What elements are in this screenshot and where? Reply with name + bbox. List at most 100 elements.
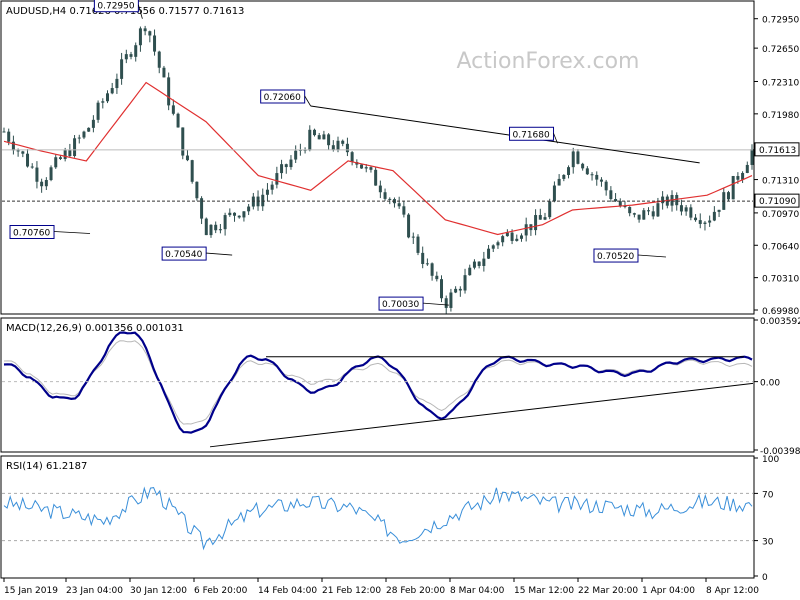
trendline	[310, 105, 700, 164]
candle-body	[694, 217, 698, 221]
level-label-leader	[637, 254, 667, 258]
candle-body	[515, 238, 519, 241]
level-label-box	[9, 225, 55, 239]
candle-body	[444, 298, 448, 308]
time-tick-label: 8 Mar 04:00	[450, 586, 505, 596]
time-tick-label: 21 Feb 12:00	[322, 586, 381, 596]
candle-body	[534, 215, 538, 231]
macd-signal-line	[3, 340, 753, 425]
level-label: 0.70520	[597, 252, 634, 262]
candle-body	[233, 212, 237, 216]
candle-body	[101, 101, 105, 103]
time-tick-label: 8 Apr 12:00	[706, 586, 759, 596]
dashed-level-label-box	[754, 193, 800, 208]
candle-body	[647, 210, 651, 212]
candle-body	[543, 217, 547, 220]
candle-body	[148, 31, 152, 36]
candle-body	[745, 164, 749, 173]
macd-panel-frame	[0, 317, 755, 453]
candle-body	[138, 28, 142, 46]
candle-body	[322, 134, 326, 140]
candle-body	[341, 140, 345, 144]
candle-body	[595, 174, 599, 180]
price-tick-label: 0.70970	[762, 210, 799, 220]
macd-line	[3, 331, 753, 434]
candle-body	[345, 143, 349, 153]
candle-body	[275, 173, 279, 185]
candle-body	[458, 288, 462, 291]
candle-body	[609, 190, 613, 199]
price-tick-label: 0.69980	[762, 307, 799, 317]
candle-body	[637, 214, 641, 220]
price-tick-label: 0.71980	[762, 111, 799, 121]
candle-body	[369, 167, 373, 170]
candle-body	[632, 213, 636, 215]
candle-body	[35, 167, 39, 182]
level-label-leader	[423, 302, 450, 306]
candle-body	[538, 215, 542, 220]
candle-body	[68, 150, 72, 157]
candle-body	[44, 180, 48, 187]
candle-body	[181, 127, 185, 156]
candle-body	[524, 224, 528, 236]
candle-body	[491, 245, 495, 249]
dashed-level-label: 0.71090	[759, 197, 796, 207]
candle-body	[171, 105, 175, 114]
moving-average-path	[3, 81, 753, 236]
candle-body	[599, 179, 603, 182]
candle-body	[350, 152, 354, 163]
candle-body	[411, 236, 415, 238]
candle-body	[331, 145, 335, 150]
price-axis: 0.729500.726500.723100.719800.716400.713…	[754, 16, 799, 317]
candle-body	[557, 178, 561, 186]
candle-body	[388, 198, 392, 200]
candle-body	[247, 206, 251, 212]
candle-body	[11, 141, 15, 151]
candle-body	[237, 215, 241, 218]
candle-body	[482, 258, 486, 266]
candle-body	[675, 194, 679, 206]
candle-body	[501, 236, 505, 243]
candle-body	[425, 263, 429, 265]
candle-body	[185, 155, 189, 161]
level-label-box	[378, 296, 424, 311]
candle-body	[651, 211, 655, 217]
price-tick-label: 0.72950	[762, 16, 799, 26]
rsi-line	[3, 486, 753, 551]
rsi-series	[2, 486, 753, 551]
moving-average-line	[3, 81, 753, 236]
candle-body	[77, 137, 81, 139]
candle-body	[214, 224, 218, 231]
candle-body	[40, 181, 44, 187]
candle-body	[105, 93, 109, 102]
candle-body	[731, 176, 735, 200]
candle-body	[642, 210, 646, 220]
candle-body	[153, 35, 157, 52]
rsi-tick-label: 0	[762, 573, 768, 583]
level-label: 0.70540	[165, 250, 202, 260]
level-label: 0.72950	[97, 2, 134, 12]
candle-body	[383, 192, 387, 199]
candle-body	[129, 54, 133, 57]
candle-body	[510, 232, 514, 241]
candle-body	[360, 164, 364, 169]
candle-body	[689, 207, 693, 218]
candle-body	[750, 149, 754, 165]
candle-body	[26, 153, 30, 167]
candle-body	[49, 167, 53, 181]
level-label: 0.72060	[264, 93, 301, 103]
price-tick-label: 0.72310	[762, 78, 799, 88]
candle-body	[63, 150, 67, 159]
candle-body	[562, 174, 566, 179]
candle-body	[73, 138, 77, 157]
candle-body	[505, 232, 509, 237]
candle-body	[242, 211, 246, 218]
candle-body	[435, 275, 439, 280]
candle-body	[270, 184, 274, 190]
candle-body	[571, 151, 575, 168]
macd-series	[3, 331, 754, 448]
candle-body	[200, 198, 204, 219]
candle-body	[167, 77, 171, 106]
candle-body	[157, 51, 161, 68]
